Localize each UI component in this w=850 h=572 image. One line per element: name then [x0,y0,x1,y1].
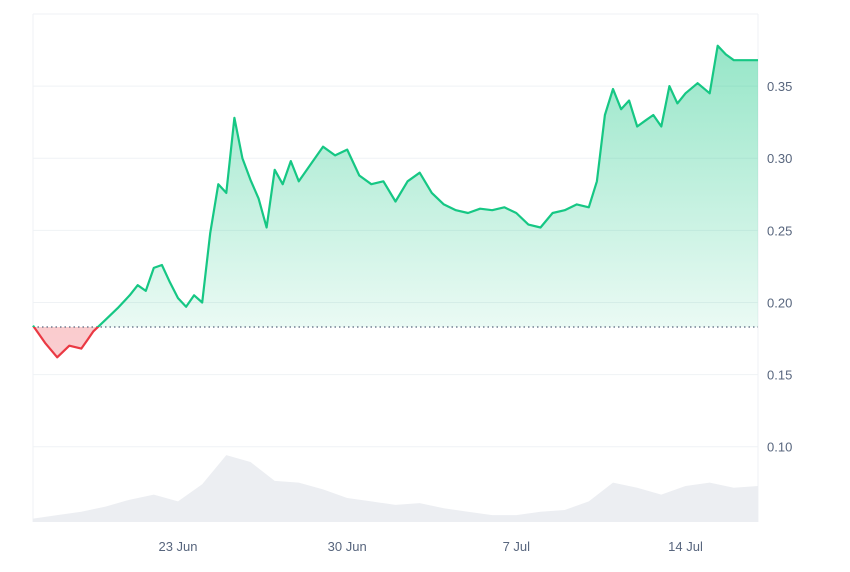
x-tick-label: 14 Jul [668,539,703,554]
y-tick-label: 0.35 [767,79,792,94]
y-tick-label: 0.30 [767,151,792,166]
x-tick-label: 30 Jun [328,539,367,554]
y-tick-label: 0.10 [767,440,792,455]
price-fill [33,45,758,358]
y-tick-label: 0.20 [767,295,792,310]
volume-area-path [33,455,758,522]
price-fill-up [33,45,758,327]
x-axis: 23 Jun 30 Jun 7 Jul 14 Jul [158,539,702,554]
price-line-up [32,44,758,327]
x-tick-label: 7 Jul [503,539,531,554]
volume-area [33,455,758,522]
y-tick-label: 0.15 [767,368,792,383]
y-axis: 0.10 0.15 0.20 0.25 0.30 0.35 [767,79,792,455]
y-tick-label: 0.25 [767,223,792,238]
x-tick-label: 23 Jun [158,539,197,554]
price-line [32,44,758,359]
